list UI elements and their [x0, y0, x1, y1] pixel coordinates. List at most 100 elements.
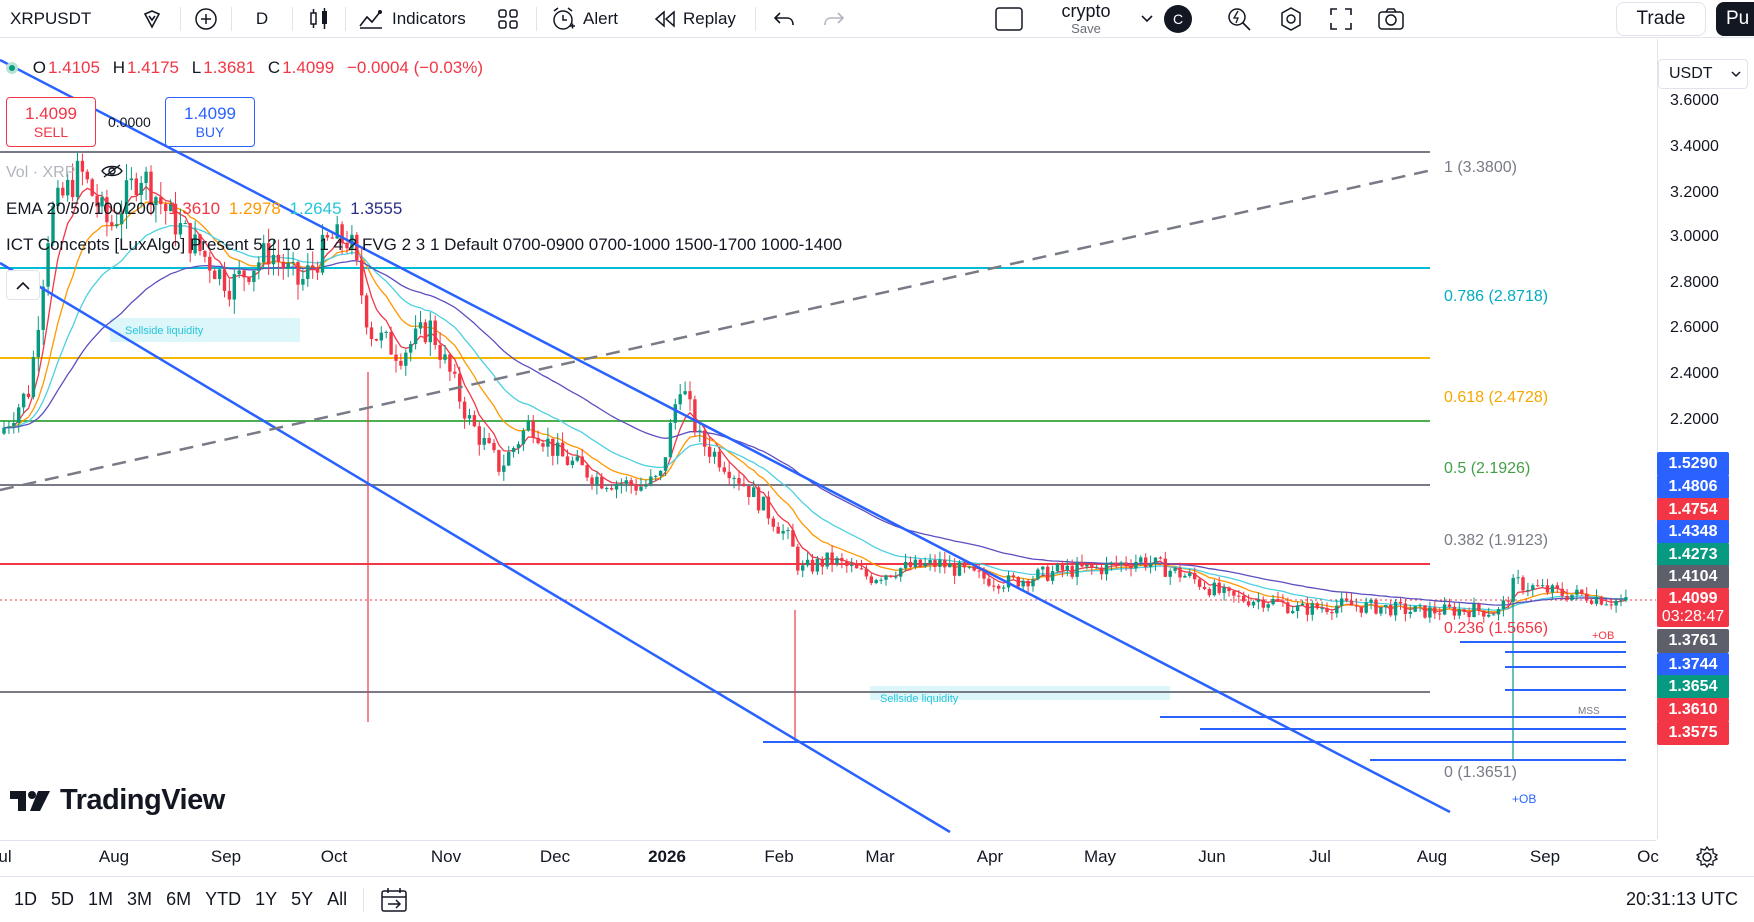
sellside-liquidity-zone: [110, 318, 300, 342]
candle-body: [1467, 611, 1471, 618]
candle-body: [678, 394, 682, 405]
sellside-liquidity-label: Sellside liquidity: [125, 325, 204, 337]
candle-body: [1438, 613, 1442, 615]
range-button-5y[interactable]: 5Y: [291, 889, 314, 909]
candle-body: [1222, 587, 1226, 593]
range-button-1y[interactable]: 1Y: [255, 889, 278, 909]
camera-snapshot-icon[interactable]: [1366, 0, 1416, 38]
candle-body: [526, 420, 530, 431]
candle-body: [232, 274, 236, 300]
range-button-3m[interactable]: 3M: [127, 889, 153, 909]
candle-body: [663, 457, 668, 471]
candle-body: [26, 393, 31, 398]
candle-body: [830, 552, 834, 564]
candle-body: [742, 483, 746, 486]
candle-body: [1090, 564, 1094, 568]
chevron-down-icon[interactable]: [1136, 0, 1158, 38]
fullscreen-icon[interactable]: [1316, 0, 1366, 38]
candle-body: [810, 559, 815, 572]
candle-body: [1580, 589, 1584, 594]
candle-body: [952, 563, 957, 576]
candle-body: [913, 559, 918, 568]
candle-body: [884, 575, 888, 580]
candle-body: [502, 465, 506, 472]
candle-body: [472, 415, 477, 427]
candle-body: [1540, 585, 1545, 587]
currency-select[interactable]: USDT: [1658, 59, 1748, 89]
range-button-1m[interactable]: 1M: [88, 889, 114, 909]
candle-body: [541, 443, 545, 447]
publish-button[interactable]: Pu: [1716, 2, 1754, 36]
candle-body: [21, 393, 26, 408]
layout-select-icon[interactable]: [982, 0, 1036, 38]
settings-gear-icon[interactable]: [1266, 0, 1316, 38]
price-axis-tag: 1.3575: [1657, 721, 1729, 745]
candle-body: [1393, 601, 1398, 616]
candle-body: [1354, 605, 1359, 607]
range-button-5d[interactable]: 5D: [51, 889, 75, 909]
candle-body: [1300, 603, 1305, 606]
range-button-ytd[interactable]: YTD: [205, 889, 242, 909]
candle-body: [188, 223, 192, 254]
price-axis-tag: 1.4754: [1657, 498, 1729, 522]
collapse-legend-button[interactable]: [6, 270, 40, 300]
sell-button[interactable]: 1.4099 SELL: [6, 97, 96, 147]
candle-body: [967, 566, 971, 568]
trade-button[interactable]: Trade: [1616, 2, 1706, 36]
buy-button[interactable]: 1.4099 BUY: [165, 97, 255, 147]
price-chart[interactable]: [0, 39, 1656, 839]
candle-body: [752, 487, 756, 498]
fib-label-0382: 0.382 (1.9123): [1444, 532, 1549, 549]
interval-button[interactable]: D: [255, 8, 269, 28]
quick-search-icon[interactable]: [1212, 0, 1266, 38]
fib-label-0: 0 (1.3651): [1444, 764, 1517, 781]
templates-grid-icon[interactable]: [486, 0, 530, 38]
replay-button[interactable]: Replay: [643, 0, 755, 38]
layout-name-button[interactable]: crypto Save: [1036, 0, 1136, 38]
chart-pane[interactable]: [0, 39, 1656, 839]
candle-body: [1325, 608, 1329, 612]
indicators-button[interactable]: Indicators: [346, 0, 486, 38]
candle-body: [874, 580, 878, 584]
axis-settings-icon[interactable]: [1692, 842, 1722, 872]
goto-date-icon[interactable]: [380, 887, 408, 913]
candle-body: [1604, 604, 1608, 606]
redo-icon[interactable]: [812, 0, 856, 38]
eye-hidden-icon[interactable]: [100, 163, 124, 179]
add-symbol-icon[interactable]: [132, 0, 172, 38]
candle-body: [850, 564, 854, 566]
compare-plus-icon[interactable]: [181, 0, 231, 38]
range-button-all[interactable]: All: [327, 889, 348, 909]
candle-body: [1153, 557, 1158, 564]
alert-button[interactable]: Alert: [537, 0, 643, 38]
utc-clock[interactable]: 20:31:13 UTC: [1625, 889, 1738, 909]
fib-label-0786: 0.786 (2.8718): [1444, 288, 1549, 305]
candle-body: [1261, 599, 1265, 608]
candle-type-icon[interactable]: [293, 0, 345, 38]
candle-body: [1349, 600, 1354, 606]
candle-body: [649, 476, 653, 485]
fib-label-0618: 0.618 (2.4728): [1444, 389, 1549, 406]
candle-body: [585, 465, 589, 478]
candle-body: [957, 562, 962, 576]
price-tick-label: 2.2000: [1670, 411, 1719, 428]
price-axis[interactable]: [1657, 39, 1754, 839]
candle-body: [213, 270, 217, 280]
candle-body: [551, 438, 555, 456]
candle-body: [1472, 603, 1476, 618]
symbol-search[interactable]: XRPUSDT: [10, 8, 92, 28]
sell-label: SELL: [33, 124, 69, 140]
candle-body: [404, 352, 408, 366]
candle-body: [668, 422, 673, 458]
candle-body: [467, 415, 472, 419]
candle-body: [747, 485, 751, 498]
undo-icon[interactable]: [756, 0, 812, 38]
time-axis[interactable]: ul Aug Sep Oct Nov Dec 2026 Feb Mar Apr May Jun Jul A…: [0, 840, 1659, 874]
candle-body: [624, 480, 628, 484]
open-value: 1.4105: [47, 58, 100, 77]
account-avatar[interactable]: C: [1158, 0, 1198, 38]
range-button-1d[interactable]: 1D: [14, 889, 38, 909]
candle-body: [453, 371, 457, 374]
range-button-6m[interactable]: 6M: [166, 889, 192, 909]
candle-body: [1340, 598, 1344, 606]
